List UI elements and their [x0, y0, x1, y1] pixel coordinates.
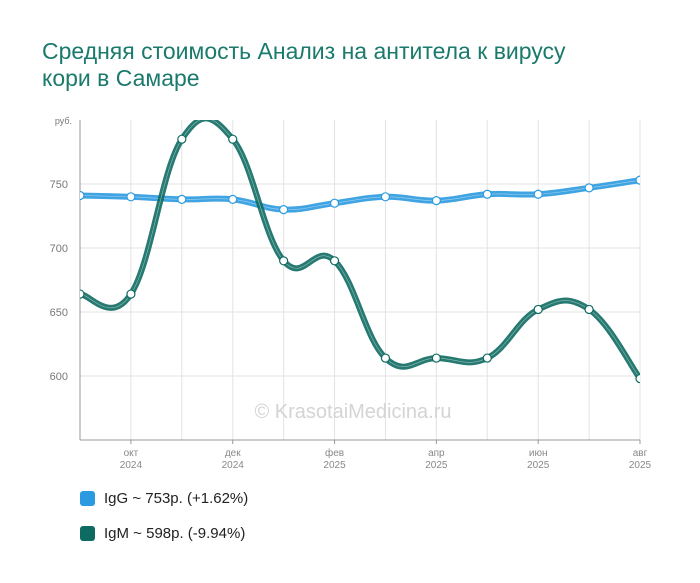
data-point-igg	[533, 189, 543, 199]
data-point-igm	[80, 289, 85, 299]
data-point-igm	[482, 353, 492, 363]
y-tick-label: 650	[50, 307, 68, 319]
legend-swatch-igg	[80, 490, 95, 506]
y-axis-unit: руб.	[55, 116, 72, 126]
data-point-igg	[279, 205, 289, 215]
x-tick-month: апр	[428, 448, 445, 459]
data-point-igm	[177, 134, 187, 144]
x-tick-month: дек	[225, 448, 241, 459]
x-tick-year: 2025	[527, 460, 550, 471]
watermark: © KrasotaiMedicina.ru	[254, 401, 451, 423]
data-point-igg	[482, 189, 492, 199]
data-point-igm	[635, 373, 640, 384]
axes: 600650700750руб.окт2024дек2024фев2025апр…	[50, 116, 652, 471]
data-point-igm	[126, 289, 136, 299]
x-tick-month: июн	[529, 448, 548, 459]
data-point-igg	[228, 194, 238, 204]
x-tick-month: авг	[633, 448, 648, 459]
series-line-highlight-igg	[80, 179, 640, 210]
legend-swatch-igm	[80, 525, 95, 541]
legend-label-igg: IgG ~ 753р. (+1.62%)	[104, 489, 249, 507]
x-tick-year: 2025	[425, 460, 448, 471]
legend-label-igm: IgM ~ 598р. (-9.94%)	[104, 524, 246, 542]
data-point-igg	[80, 190, 85, 201]
x-tick-year: 2024	[222, 460, 245, 471]
data-point-igm	[329, 256, 340, 266]
data-point-igg	[177, 194, 187, 204]
legend-item-igg[interactable]: IgG ~ 753р. (+1.62%)	[80, 488, 248, 508]
y-tick-label: 600	[50, 371, 68, 383]
x-tick-year: 2025	[323, 460, 346, 471]
chart-title: Средняя стоимость Анализ на антитела к в…	[42, 38, 566, 91]
grid	[80, 120, 641, 440]
data-point-igg	[584, 183, 594, 193]
x-tick-year: 2025	[629, 460, 652, 471]
y-tick-label: 750	[50, 179, 68, 191]
y-tick-label: 700	[50, 243, 68, 255]
data-point-igg	[329, 198, 340, 208]
data-point-igm	[533, 304, 543, 315]
data-point-igg	[126, 192, 136, 202]
data-point-igg	[431, 196, 441, 206]
data-point-igg	[380, 192, 391, 202]
legend: IgG ~ 753р. (+1.62%) IgM ~ 598р. (-9.94%…	[80, 488, 248, 558]
data-point-igm	[584, 304, 594, 315]
legend-item-igm[interactable]: IgM ~ 598р. (-9.94%)	[80, 523, 248, 543]
data-point-igm	[431, 353, 441, 363]
x-tick-month: фев	[325, 447, 344, 459]
data-points	[80, 134, 640, 384]
x-tick-year: 2024	[120, 460, 143, 471]
data-point-igm	[228, 134, 238, 144]
x-tick-month: окт	[124, 448, 139, 459]
data-point-igm	[279, 256, 289, 266]
data-point-igm	[380, 353, 391, 363]
data-point-igg	[635, 175, 640, 185]
